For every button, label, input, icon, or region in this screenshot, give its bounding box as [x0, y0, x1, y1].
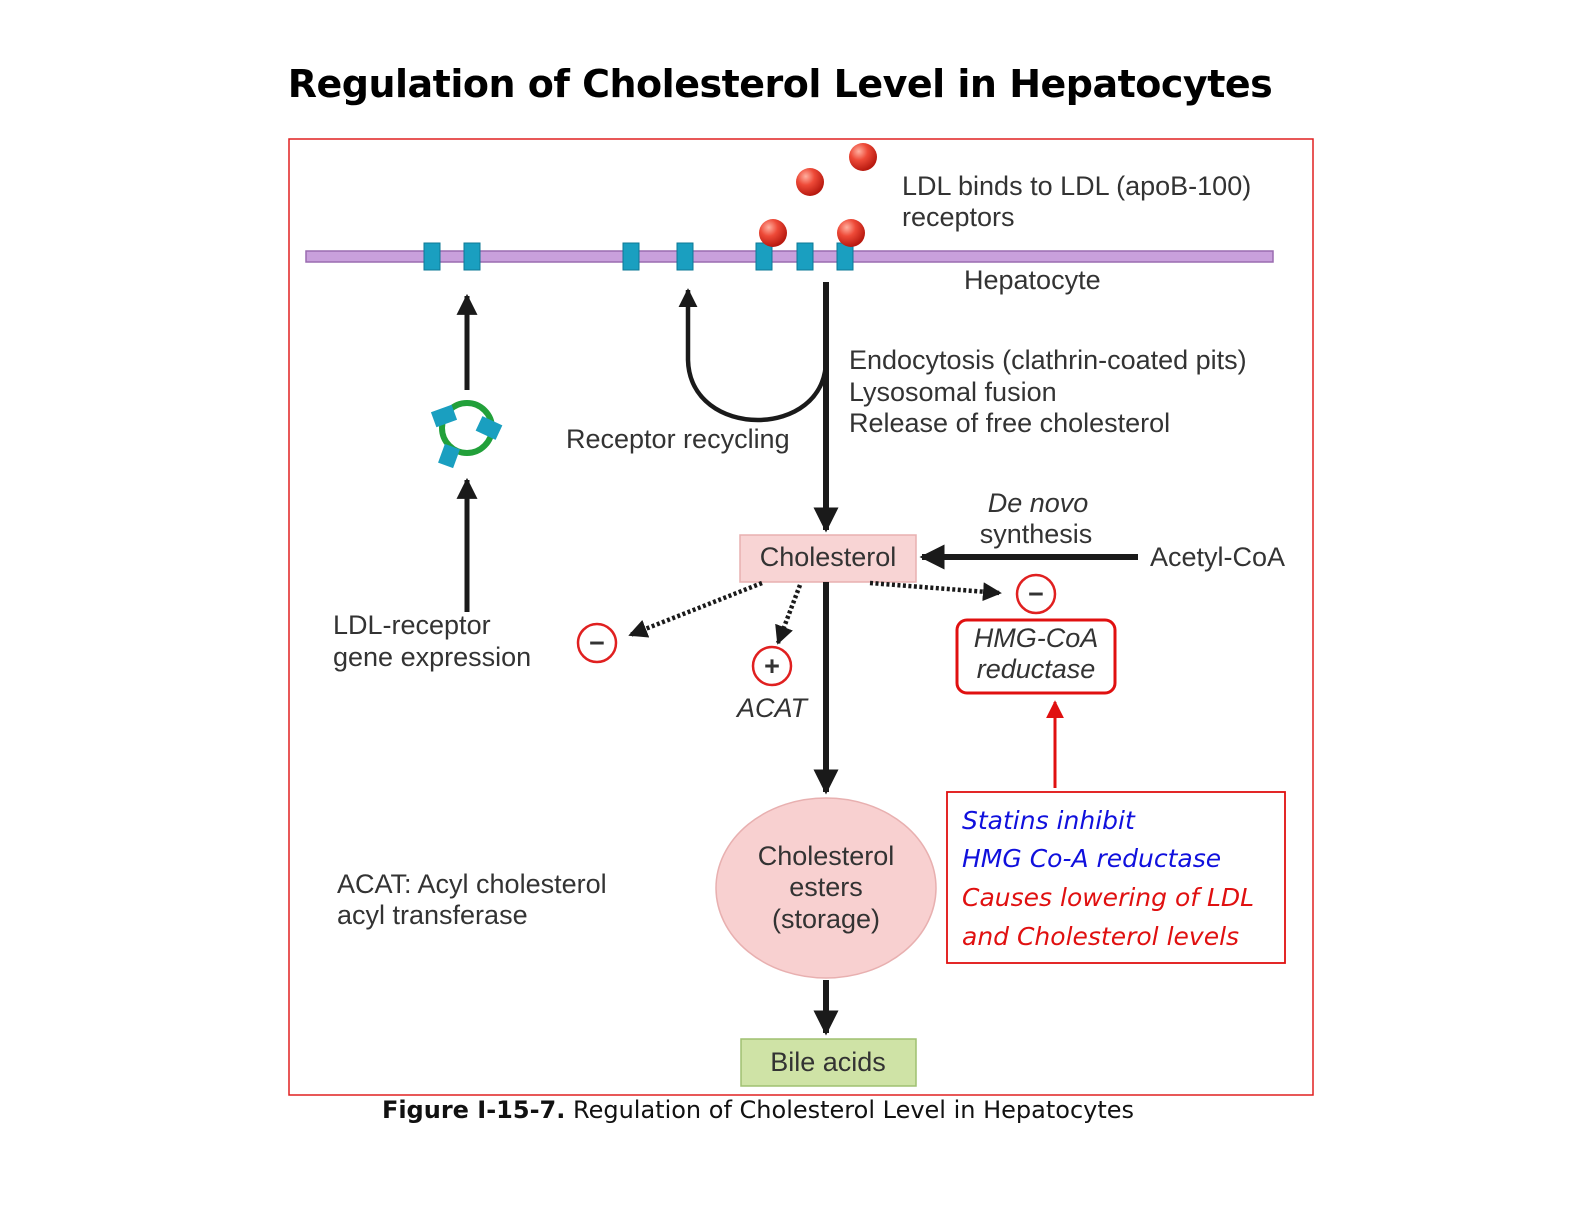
caption-bold: Figure I-15-7.: [381, 1096, 566, 1124]
receptor: [755, 242, 773, 271]
receptor: [836, 242, 854, 271]
inhibit-hmg-coa-arrow: [869, 580, 1002, 602]
de-novo-label: De novo: [988, 488, 1089, 518]
reductase-label: reductase: [977, 654, 1096, 684]
ldl-particle: [796, 168, 824, 196]
caption-text: Regulation of Cholesterol Level in Hepat…: [565, 1096, 1135, 1124]
statin-box: [946, 791, 1286, 964]
statin-line: and Cholesterol levels: [962, 922, 1239, 951]
cholesterol-label: Cholesterol: [760, 542, 897, 572]
ldl-particle: [849, 143, 877, 171]
receptor: [463, 242, 481, 271]
receptor: [676, 242, 694, 271]
ldl-particle: [837, 219, 865, 247]
activate-acat-arrow: [775, 584, 803, 645]
esters-label: Cholesterol: [758, 841, 895, 871]
inhibit-ldl-receptor-arrow: [628, 580, 763, 638]
endocytosis-label: Endocytosis (clathrin-coated pits): [849, 345, 1247, 375]
ldl-particles: [759, 143, 877, 247]
ldl-receptors: [423, 242, 854, 271]
receptor: [796, 242, 814, 271]
cholesterol-box: [739, 534, 917, 583]
ldl-binds-label: LDL binds to LDL (apoB-100): [902, 171, 1251, 201]
release-cholesterol-label: Release of free cholesterol: [849, 408, 1170, 438]
synthesis-label: synthesis: [980, 519, 1093, 549]
hepatocyte-label: Hepatocyte: [964, 265, 1101, 295]
statin-line: HMG Co-A reductase: [962, 844, 1221, 873]
bile-acids-label: Bile acids: [770, 1047, 886, 1077]
cholesterol-esters-ellipse: [715, 797, 937, 979]
recycling-arrow: [678, 288, 829, 423]
page-title: Regulation of Cholesterol Level in Hepat…: [287, 62, 1273, 106]
receptor: [423, 242, 441, 271]
esters-label: esters: [789, 872, 863, 902]
acat-definition: ACAT: Acyl cholesterol: [337, 869, 607, 899]
ldl-receptor-label: LDL-receptor: [333, 610, 491, 640]
acat-definition: acyl transferase: [337, 900, 528, 930]
esters-label: (storage): [772, 904, 880, 934]
svg-text:−: −: [589, 628, 605, 658]
minus-sign-icon: −: [576, 622, 618, 664]
hmg-coa-box: [955, 618, 1117, 695]
acetyl-coa-label: Acetyl-CoA: [1150, 542, 1285, 572]
acat-label: ACAT: [735, 693, 810, 723]
receptor: [622, 242, 640, 271]
svg-text:+: +: [764, 651, 780, 681]
gene-expression-label: gene expression: [333, 642, 531, 672]
hepatocyte-membrane: [305, 250, 1274, 263]
vesicle-icon: [430, 400, 503, 469]
receptor-recycling-label: Receptor recycling: [566, 424, 790, 454]
figure-caption: Figure I-15-7. Regulation of Cholesterol…: [0, 1096, 1516, 1124]
bile-acids-box: [740, 1038, 917, 1087]
svg-text:−: −: [1028, 579, 1044, 609]
hmg-coa-label: HMG-CoA: [974, 623, 1099, 653]
statin-line: Causes lowering of LDL: [962, 883, 1254, 912]
plus-sign-icon: +: [751, 645, 793, 687]
diagram-frame: [288, 138, 1314, 1096]
lysosomal-fusion-label: Lysosomal fusion: [849, 377, 1057, 407]
ldl-binds-label: receptors: [902, 202, 1015, 232]
statin-line: Statins inhibit: [962, 806, 1136, 835]
minus-sign-icon: −: [1015, 573, 1057, 615]
ldl-particle: [759, 219, 787, 247]
